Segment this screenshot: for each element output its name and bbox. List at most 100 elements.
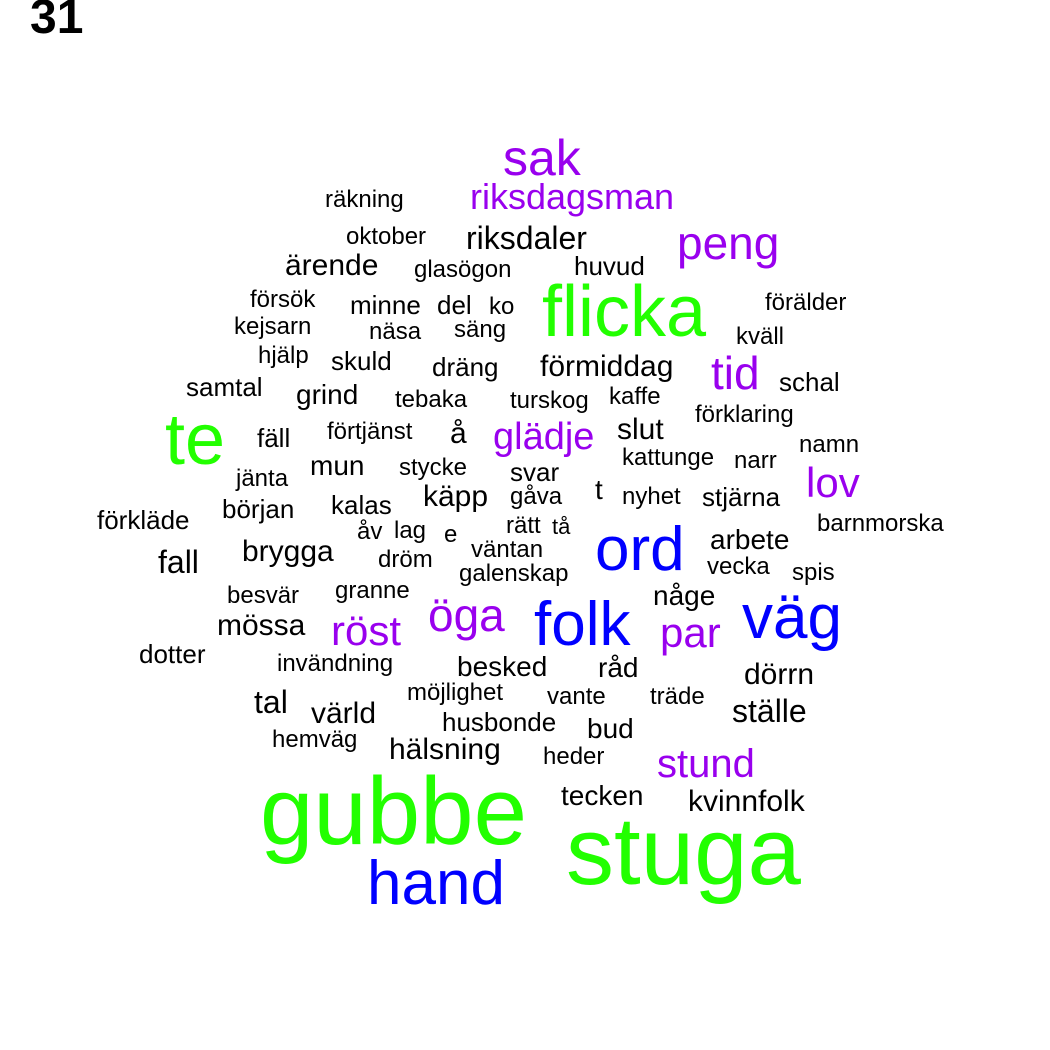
cloud-word: t — [595, 474, 603, 505]
cloud-word: hjälp — [258, 342, 309, 369]
cloud-word: lag — [394, 517, 427, 544]
cloud-word: del — [437, 290, 472, 320]
cloud-word: besked — [457, 651, 548, 682]
cloud-word: te — [165, 400, 226, 480]
cloud-word: tebaka — [395, 386, 468, 413]
cloud-word: riksdagsman — [470, 176, 675, 217]
cloud-word: riksdaler — [466, 220, 587, 256]
cloud-word: stycke — [399, 454, 468, 481]
cloud-word: e — [444, 521, 458, 548]
cloud-word: granne — [335, 577, 410, 604]
cloud-word: folk — [534, 590, 631, 659]
cloud-word: gåva — [510, 483, 563, 510]
cloud-word: invändning — [277, 650, 394, 677]
cloud-word: gubbe — [260, 758, 527, 865]
cloud-word: nyhet — [622, 483, 681, 510]
cloud-word: skuld — [331, 346, 392, 376]
cloud-word: arbete — [710, 524, 790, 555]
cloud-word: dörrn — [744, 658, 815, 691]
cloud-word: dröm — [378, 546, 433, 573]
cloud-word: mun — [310, 450, 365, 481]
cloud-word: brygga — [242, 535, 334, 568]
cloud-word: fall — [158, 544, 199, 580]
cloud-word: jänta — [236, 465, 289, 492]
cloud-word: förkläde — [97, 505, 190, 535]
cloud-word: tå — [552, 514, 571, 539]
cloud-word: råd — [598, 652, 639, 683]
cloud-word: möjlighet — [407, 679, 504, 706]
cloud-word: kalas — [331, 490, 392, 520]
cloud-word: lov — [806, 459, 860, 506]
cloud-word: väg — [742, 583, 842, 652]
cloud-word: spis — [792, 559, 835, 586]
cloud-word: fäll — [257, 423, 291, 453]
cloud-word: kvinnfolk — [688, 785, 805, 818]
cloud-word: oktober — [346, 223, 427, 250]
cloud-word: mössa — [217, 609, 306, 642]
cloud-word: förmiddag — [540, 350, 674, 383]
cloud-word: narr — [734, 447, 777, 474]
cloud-word: glädje — [493, 416, 595, 458]
cloud-word: ko — [489, 293, 515, 320]
cloud-word: början — [222, 494, 295, 524]
cloud-word: hand — [367, 849, 505, 918]
cloud-word: näsa — [369, 318, 422, 345]
cloud-word: någe — [653, 580, 716, 611]
cloud-word: värld — [311, 697, 377, 730]
cloud-word: dotter — [139, 639, 206, 669]
cloud-word: tal — [254, 684, 288, 720]
cloud-word: träde — [650, 683, 705, 710]
cloud-word: väntan — [471, 536, 544, 563]
cloud-word: heder — [543, 743, 605, 770]
cloud-word: stund — [657, 742, 755, 786]
cloud-word: hemväg — [272, 726, 358, 753]
cloud-word: schal — [779, 367, 840, 397]
cloud-word: sak — [503, 130, 581, 186]
cloud-word: tecken — [561, 780, 644, 811]
cloud-word: galenskap — [459, 560, 569, 587]
cloud-word: dräng — [432, 352, 499, 382]
cloud-word: åv — [357, 518, 383, 545]
cloud-word: kaffe — [609, 383, 661, 410]
cloud-word: namn — [799, 431, 860, 458]
cloud-word: ärende — [285, 249, 379, 282]
cloud-word: stuga — [566, 798, 801, 905]
cloud-word: förälder — [765, 289, 847, 316]
cloud-word: huvud — [574, 251, 645, 281]
cloud-word: vante — [547, 683, 606, 710]
cloud-word: flicka — [542, 272, 707, 352]
cloud-word: besvär — [227, 582, 300, 609]
cloud-word: röst — [331, 607, 402, 654]
cloud-word: å — [450, 417, 467, 450]
cloud-word: barnmorska — [817, 510, 944, 537]
cloud-word: kattunge — [622, 444, 715, 471]
page-number: 31 — [30, 0, 84, 44]
cloud-word: stjärna — [702, 482, 781, 512]
cloud-word: käpp — [423, 480, 489, 513]
cloud-word: samtal — [186, 372, 263, 402]
cloud-word: grind — [296, 379, 359, 410]
cloud-word: kväll — [736, 323, 785, 350]
cloud-word: minne — [350, 290, 421, 320]
cloud-word: glasögon — [414, 256, 512, 283]
cloud-word: slut — [617, 413, 664, 446]
cloud-word: rätt — [506, 512, 541, 539]
cloud-word: försök — [250, 286, 316, 313]
cloud-word: turskog — [510, 387, 589, 414]
cloud-word: förklaring — [695, 401, 794, 428]
cloud-word: säng — [454, 316, 507, 343]
cloud-word: förtjänst — [327, 418, 413, 445]
cloud-word: kejsarn — [234, 313, 312, 340]
cloud-word: hälsning — [389, 733, 501, 766]
cloud-word: öga — [428, 589, 505, 641]
cloud-word: peng — [677, 217, 780, 269]
cloud-word: svar — [510, 457, 560, 487]
cloud-word: vecka — [707, 553, 770, 580]
cloud-word: bud — [587, 713, 634, 744]
cloud-word: husbonde — [442, 707, 557, 737]
cloud-word: ställe — [732, 693, 807, 729]
cloud-word: tid — [711, 347, 760, 399]
cloud-word: räkning — [325, 186, 404, 213]
